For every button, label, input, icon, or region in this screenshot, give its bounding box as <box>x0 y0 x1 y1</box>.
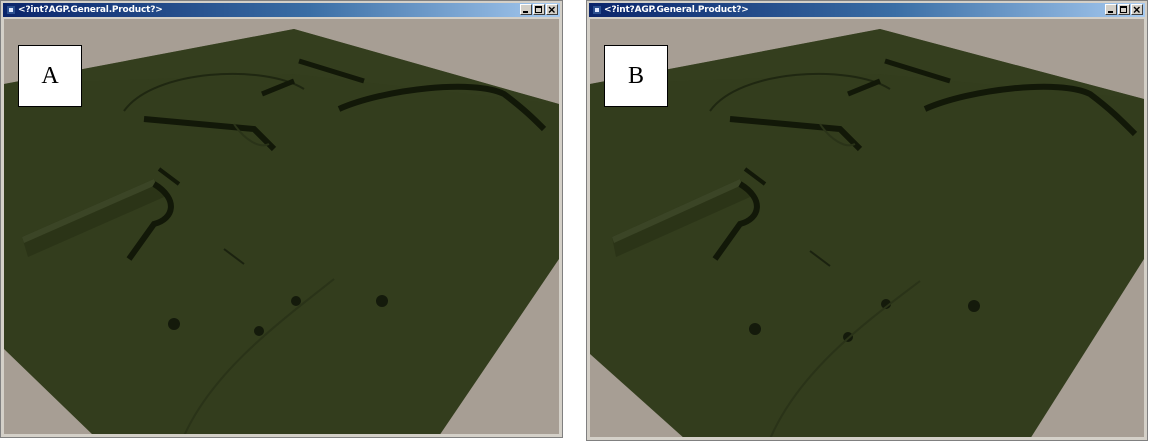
minimize-button[interactable] <box>1105 4 1117 15</box>
maximize-button[interactable] <box>1118 4 1130 15</box>
figure-label-a: A <box>18 45 82 107</box>
close-icon <box>548 6 555 13</box>
close-button[interactable] <box>546 4 558 15</box>
figure-label-b: B <box>604 45 668 107</box>
terrain-scene <box>4 29 559 434</box>
window-title: <?int?AGP.General.Product?> <box>18 5 163 15</box>
3d-viewport[interactable]: A <box>4 19 559 434</box>
maximize-button[interactable] <box>533 4 545 15</box>
app-icon[interactable] <box>6 6 15 15</box>
title-bar[interactable]: <?int?AGP.General.Product?> <box>3 3 560 17</box>
minimize-icon <box>1108 10 1113 13</box>
maximize-icon <box>535 5 542 13</box>
close-icon <box>1133 6 1140 13</box>
window-title: <?int?AGP.General.Product?> <box>604 5 749 15</box>
window-b: <?int?AGP.General.Product?> <box>586 0 1148 441</box>
close-button[interactable] <box>1131 4 1143 15</box>
terrain-scene <box>590 29 1144 437</box>
maximize-icon <box>1120 5 1127 13</box>
minimize-icon <box>523 10 528 13</box>
3d-viewport[interactable]: B <box>590 19 1144 437</box>
title-bar[interactable]: <?int?AGP.General.Product?> <box>589 3 1145 17</box>
window-a: <?int?AGP.General.Product?> <box>0 0 563 438</box>
app-icon[interactable] <box>592 6 601 15</box>
minimize-button[interactable] <box>520 4 532 15</box>
